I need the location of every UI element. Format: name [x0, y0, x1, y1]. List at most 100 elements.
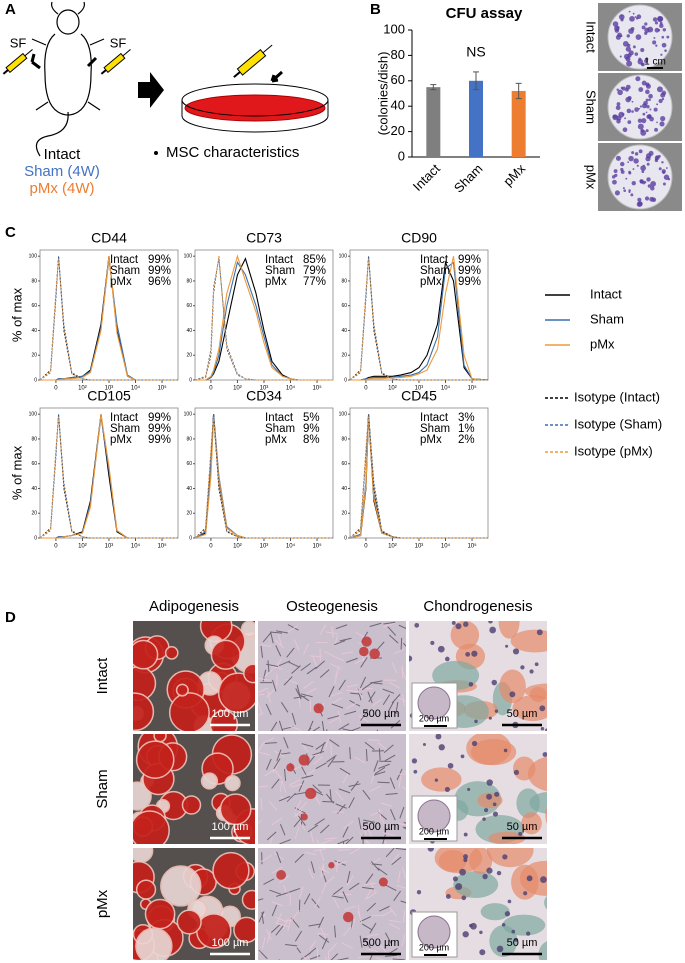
stat-name: Intact — [265, 254, 294, 266]
nucleus — [482, 817, 486, 821]
colony — [634, 52, 639, 56]
cell-fiber — [302, 643, 309, 655]
y-tick-label: 0 — [398, 148, 405, 163]
y-tick-label: 0 — [34, 377, 37, 383]
x-tick-label: Intact — [410, 161, 443, 194]
panel-label: D — [5, 609, 16, 626]
cell-fiber — [264, 668, 274, 678]
cell-fiber — [384, 754, 396, 762]
colony — [636, 201, 643, 207]
cell-fiber — [403, 770, 406, 773]
syringe-left — [2, 49, 33, 75]
cell-fiber — [366, 827, 374, 839]
cell-fiber — [267, 660, 270, 673]
legend-label: Isotype (Intact) — [574, 389, 660, 404]
x-tick-label: 0 — [209, 544, 213, 550]
x-tick-label: 10³ — [105, 544, 114, 550]
colony — [656, 103, 659, 106]
cell-fiber — [317, 932, 330, 936]
histogram-line — [349, 416, 488, 539]
inset-pellet — [417, 915, 451, 949]
colony — [626, 60, 633, 67]
cell-fiber — [337, 710, 342, 723]
colony — [665, 167, 668, 169]
cell-fiber — [349, 699, 361, 707]
y-tick-label: 60 — [341, 461, 347, 467]
mineral-nodule — [276, 870, 287, 880]
histogram-line — [349, 258, 488, 381]
cell-fiber — [301, 743, 314, 748]
x-tick-label: 10³ — [415, 386, 424, 392]
cell-fiber — [392, 958, 405, 960]
cell-fiber — [325, 876, 335, 885]
cell-fiber — [336, 957, 349, 960]
cell-fiber — [398, 624, 406, 629]
cell-fiber — [365, 888, 372, 900]
cell-fiber — [309, 753, 322, 758]
nucleus — [492, 802, 497, 807]
y-tick-label: 80 — [186, 436, 192, 442]
group-label: Intact — [44, 146, 82, 163]
cell-fiber — [369, 785, 381, 793]
nucleus — [474, 719, 478, 724]
colony — [654, 21, 659, 25]
cell-fiber — [265, 928, 272, 941]
row-label: Intact — [94, 657, 111, 695]
stat-value: 5% — [303, 412, 320, 424]
colony — [641, 25, 646, 30]
lipid-droplet — [200, 772, 219, 790]
nucleus — [447, 762, 454, 769]
colony — [643, 100, 648, 106]
micrograph: 200 µm — [409, 734, 547, 844]
bar — [511, 90, 526, 157]
cell-fiber — [344, 710, 357, 716]
cell-fiber — [310, 861, 315, 874]
cell-fiber — [288, 661, 300, 668]
panel-title: CD105 — [87, 388, 131, 404]
matrix — [512, 695, 547, 722]
cell-fiber — [373, 760, 379, 772]
nucleus — [434, 778, 439, 782]
colony — [638, 149, 643, 154]
colony — [631, 180, 636, 186]
cell-fiber — [366, 933, 379, 938]
histogram-line — [194, 416, 333, 539]
mineral-nodule — [305, 787, 317, 800]
bar — [469, 80, 483, 157]
cell-fiber — [258, 751, 271, 756]
colony — [641, 118, 647, 124]
colony — [618, 111, 625, 118]
cell-fiber — [402, 910, 406, 923]
lipid-droplet — [160, 865, 202, 907]
colony — [642, 112, 646, 116]
cell-fiber — [382, 694, 391, 705]
mineral-nodule — [286, 763, 295, 772]
colony — [628, 10, 631, 13]
y-tick-label: 80 — [341, 278, 347, 284]
stat-value: 99% — [148, 412, 171, 424]
scale-bar-label: 1 cm — [644, 57, 666, 68]
y-tick-label: 80 — [186, 278, 192, 284]
cell-fiber — [403, 642, 406, 647]
cell-fiber — [370, 810, 382, 817]
cell-fiber — [348, 882, 360, 891]
cell-fiber — [377, 781, 390, 784]
cell-fiber — [365, 873, 374, 884]
cell-fiber — [364, 741, 375, 750]
nucleus — [488, 621, 493, 624]
scale-bar-label: 50 µm — [507, 821, 538, 833]
nucleus — [479, 949, 486, 956]
lipid-droplet — [224, 774, 241, 792]
nucleus — [444, 786, 450, 792]
nucleus — [430, 640, 435, 646]
y-tick-label: 40 — [391, 98, 405, 113]
sf-label: SF — [10, 35, 27, 50]
cell-fiber — [395, 701, 399, 714]
cell-fiber — [280, 780, 282, 793]
cell-fiber — [402, 786, 406, 791]
matrix — [516, 788, 540, 819]
nucleus — [514, 937, 518, 942]
colony — [646, 58, 649, 61]
cell-fiber — [357, 956, 370, 959]
histogram-line — [350, 256, 489, 381]
